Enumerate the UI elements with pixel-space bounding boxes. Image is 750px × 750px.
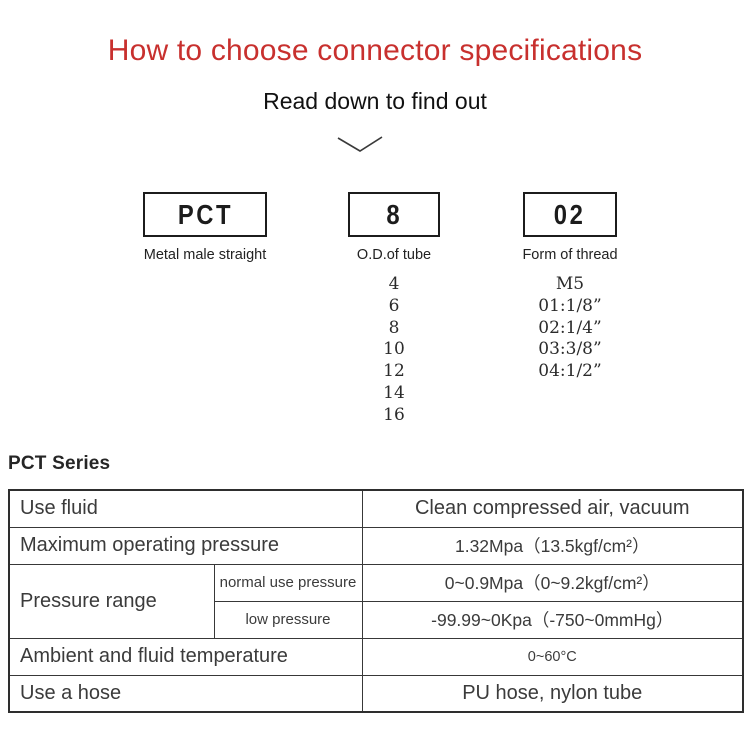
- spec-value-temperature: 0~60°C: [361, 637, 744, 676]
- tube-size-options: 4 6 8 10 12 14 16: [334, 274, 454, 427]
- spec-value-normal-pressure: 0~0.9Mpa（0~9.2kgf/cm²）: [361, 563, 744, 602]
- tube-size-code: 8: [386, 198, 402, 230]
- thread-option: 02:1/4”: [538, 317, 602, 338]
- series-code-box: PCT: [143, 192, 267, 237]
- page-title: How to choose connector specifications: [107, 34, 643, 67]
- spec-label-max-pressure: Maximum operating pressure: [8, 526, 363, 565]
- chevron-down-icon: [337, 136, 383, 152]
- tube-option: 8: [388, 317, 400, 338]
- tube-option: 16: [383, 404, 405, 425]
- series-heading: PCT Series: [8, 453, 111, 474]
- tube-option: 12: [383, 361, 405, 382]
- spec-table: Use fluid Clean compressed air, vacuum M…: [8, 489, 744, 713]
- table-row: Maximum operating pressure 1.32Mpa（13.5k…: [8, 526, 744, 565]
- thread-options: M5 01:1/8” 02:1/4” 03:3/8” 04:1/2”: [500, 274, 640, 383]
- tube-option: 4: [388, 274, 400, 294]
- spec-label-pressure-range: Pressure range: [8, 563, 215, 639]
- spec-value-use-fluid: Clean compressed air, vacuum: [361, 489, 744, 528]
- series-code-label: Metal male straight: [143, 247, 267, 263]
- table-row: low pressure -99.99~0Kpa（-750~0mmHg）: [9, 600, 744, 639]
- spec-label-temperature: Ambient and fluid temperature: [8, 637, 363, 676]
- table-row: Use fluid Clean compressed air, vacuum: [8, 489, 744, 528]
- spec-label-use-fluid: Use fluid: [8, 489, 363, 528]
- tube-size-code-box: 8: [348, 192, 440, 237]
- table-row: Ambient and fluid temperature 0~60°C: [8, 637, 744, 676]
- spec-sublabel-low-pressure: low pressure: [213, 600, 363, 639]
- spec-label-hose: Use a hose: [8, 674, 363, 713]
- thread-code-box: 02: [523, 192, 617, 237]
- spec-sublabel-normal-pressure: normal use pressure: [213, 563, 363, 602]
- thread-code: 02: [554, 198, 586, 230]
- thread-option: 01:1/8”: [538, 295, 602, 316]
- page-subtitle: Read down to find out: [263, 88, 487, 114]
- spec-value-low-pressure: -99.99~0Kpa（-750~0mmHg）: [361, 600, 744, 639]
- tube-option: 10: [383, 339, 405, 360]
- tube-option: 14: [383, 382, 405, 403]
- tube-size-label: O.D.of tube: [356, 247, 432, 263]
- tube-option: 6: [388, 295, 400, 316]
- spec-value-hose: PU hose, nylon tube: [361, 674, 744, 713]
- thread-option: 03:3/8”: [538, 339, 602, 360]
- thread-label: Form of thread: [522, 247, 618, 263]
- series-code: PCT: [177, 198, 233, 230]
- table-row: Use a hose PU hose, nylon tube: [8, 674, 744, 713]
- thread-option: M5: [555, 274, 585, 294]
- spec-value-max-pressure: 1.32Mpa（13.5kgf/cm²）: [361, 526, 744, 565]
- table-row: Pressure range normal use pressure 0~0.9…: [8, 563, 744, 639]
- thread-option: 04:1/2”: [538, 361, 602, 382]
